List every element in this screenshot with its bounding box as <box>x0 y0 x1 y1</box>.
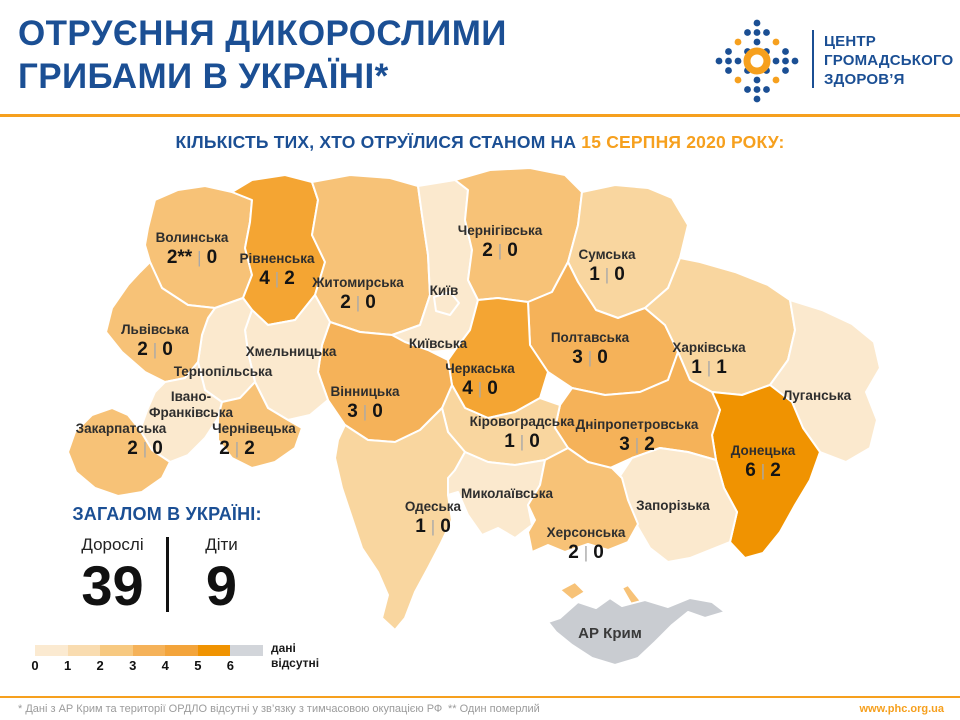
region-label-donetska: Донецька 6 | 2 <box>730 443 796 481</box>
region-shape-ivano-frankivska <box>139 361 223 463</box>
region-values: 1 | 0 <box>504 430 540 452</box>
legend-no-data-label: дані відсутні <box>271 641 320 670</box>
children-value: 9 <box>205 554 238 617</box>
adults-value: 39 <box>81 554 144 617</box>
region-label-dnipropetrovska: Дніпропетровська 3 | 2 <box>575 417 699 455</box>
region-label-rivnenska: Рівненська 4 | 2 <box>239 251 315 289</box>
region-label-luhanska: Луганська <box>782 388 852 403</box>
region-shape-crimea <box>547 597 726 666</box>
region-label-mykolaivska: Миколаївська <box>461 486 553 501</box>
ukraine-choropleth-map <box>67 167 881 666</box>
region-label-odeska: Одеська 1 | 0 <box>404 499 462 537</box>
page-title-line1: ОТРУЄННЯ ДИКОРОСЛИМИ <box>18 14 507 53</box>
region-values: 2 | 0 <box>340 291 376 313</box>
totals-heading: ЗАГАЛОМ В УКРАЇНІ: <box>72 504 262 524</box>
phc-logo-icon <box>715 19 799 103</box>
region-label-ivano-frankivska: Івано- Франківська <box>149 389 233 420</box>
region-label-crimea: АР Крим <box>578 625 642 642</box>
footnote-crimea: * Дані з АР Крим та території ОРДЛО відс… <box>18 703 443 715</box>
region-label-kirovohradska: Кіровоградська 1 | 0 <box>469 414 575 452</box>
region-values: 6 | 2 <box>745 459 781 481</box>
subtitle-date: 15 СЕРПНЯ 2020 РОКУ: <box>581 132 785 152</box>
region-shape-mykolaivska <box>447 451 546 539</box>
region-values: 2 | 0 <box>568 541 604 563</box>
region-values: 1 | 1 <box>691 356 727 378</box>
region-label-kharkivska: Харківська 1 | 1 <box>672 340 746 378</box>
region-label-ternopilska: Тернопільська <box>173 364 273 379</box>
totals-adults: Дорослі 39 <box>66 535 160 614</box>
adults-label: Дорослі <box>81 535 144 554</box>
region-label-chernivetska: Чернівецька 2 | 2 <box>212 421 296 460</box>
region-label-kyivska: Київська <box>408 336 468 351</box>
region-values: 1 | 0 <box>415 515 451 537</box>
subtitle: КІЛЬКІСТЬ ТИХ, ХТО ОТРУЇЛИСЯ СТАНОМ НА 1… <box>0 132 960 153</box>
region-values: 2 | 0 <box>137 338 173 360</box>
region-label-kyiv-city: Київ <box>429 283 459 298</box>
totals-block: ЗАГАЛОМ В УКРАЇНІ: Дорослі 39 Діти 9 <box>60 504 274 614</box>
phc-logo-ring-icon <box>743 47 771 75</box>
header-divider-rule <box>0 114 960 117</box>
region-values: 3 | 0 <box>347 400 383 422</box>
region-values: 2 | 2 <box>219 437 255 459</box>
region-shape-kyiv-city <box>433 291 460 316</box>
legend-bar <box>35 645 264 656</box>
region-label-vinnytska: Вінницька 3 | 0 <box>330 384 400 422</box>
totals-divider <box>165 537 169 613</box>
region-label-poltavska: Полтавська 3 | 0 <box>550 330 630 368</box>
children-label: Діти <box>205 535 238 554</box>
page-title: ОТРУЄННЯ ДИКОРОСЛИМИ ГРИБАМИ В УКРАЇНІ* <box>18 12 507 99</box>
region-label-khersonska: Херсонська 2 | 0 <box>546 525 626 563</box>
subtitle-prefix: КІЛЬКІСТЬ ТИХ, ХТО ОТРУЇЛИСЯ СТАНОМ НА <box>175 132 582 152</box>
region-values: 4 | 2 <box>259 267 295 289</box>
region-values: 1 | 0 <box>589 263 625 285</box>
region-label-volynska: Волинська 2** | 0 <box>155 230 229 268</box>
logo-text: ЦЕНТР ГРОМАДСЬКОГО ЗДОРОВ’Я <box>824 33 954 89</box>
region-label-lvivska: Львівська 2 | 0 <box>121 322 189 360</box>
totals-row: Дорослі 39 Діти 9 <box>60 535 274 614</box>
region-label-zaporizka: Запорізька <box>636 498 710 513</box>
region-label-chernihivska: Чернігівська 2 | 0 <box>457 223 543 261</box>
region-label-khmelnytska: Хмельницька <box>245 344 337 359</box>
region-label-zhytomyrska: Житомирська 2 | 0 <box>312 275 404 313</box>
region-shape-chernivetska <box>217 381 303 469</box>
footnote-death: ** Один померлий <box>448 703 540 715</box>
region-values: 3 | 2 <box>619 433 655 455</box>
region-values: 2** | 0 <box>166 246 218 268</box>
region-label-cherkaska: Черкаська 4 | 0 <box>445 361 515 399</box>
page-title-line2: ГРИБАМИ В УКРАЇНІ* <box>18 57 389 97</box>
region-shape-zakarpatska <box>67 407 171 497</box>
region-shape-khersonska <box>527 447 639 553</box>
region-shape-odeska <box>334 407 466 631</box>
region-label-zakarpatska: Закарпатська 2 | 0 <box>76 421 167 460</box>
region-shape-luhanska <box>769 299 881 463</box>
region-label-sumska: Сумська 1 | 0 <box>578 247 636 285</box>
kherson-coast-fragment <box>559 581 586 601</box>
region-values: 2 | 0 <box>482 239 518 261</box>
region-values: 4 | 0 <box>462 377 498 399</box>
footer-divider-rule <box>0 696 960 698</box>
region-values: 2 | 0 <box>127 437 163 459</box>
logo-separator <box>812 30 814 88</box>
website-url: www.phc.org.ua <box>859 703 944 715</box>
region-values: 3 | 0 <box>572 346 608 368</box>
totals-children: Діти 9 <box>175 535 269 614</box>
